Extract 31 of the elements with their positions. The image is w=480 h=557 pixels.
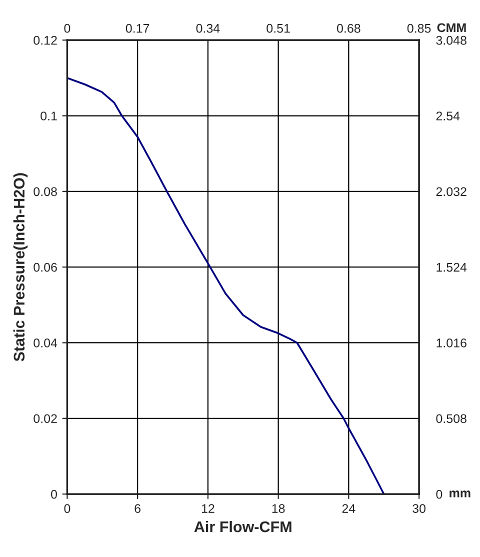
- y-tick-label: 0.06: [34, 262, 57, 272]
- y2-tick-label: 1.524: [436, 262, 467, 272]
- y-tick-label: 0.08: [34, 187, 57, 196]
- y-tick-label: 0.1: [40, 112, 57, 120]
- x2-tick-label: 0.68: [336, 24, 360, 33]
- y2-axis-title: mm: [450, 490, 470, 498]
- x-axis-title: Air Flow-CFM: [194, 520, 292, 532]
- x-tick-label: 30: [412, 504, 426, 513]
- y2-tick-label: 2.54: [436, 112, 460, 120]
- x-tick-label: 18: [272, 504, 285, 513]
- line-series: [67, 77, 385, 494]
- y2-tick-label: 0.508: [436, 414, 466, 424]
- y2-tick-label: 0: [436, 490, 442, 499]
- x-tick-label: 12: [202, 504, 214, 513]
- x-tick-label: 6: [134, 504, 140, 513]
- y2-tick-label: 1.016: [436, 338, 466, 348]
- x2-tick-label: 0.34: [196, 24, 220, 33]
- x-tick-label: 0: [64, 504, 70, 513]
- y-tick-label: 0.02: [34, 414, 57, 424]
- x2-tick-label: 0: [64, 24, 70, 33]
- y-axis-title: Static Pressure(Inch-H2O): [13, 173, 28, 362]
- y2-tick-label: 3.048: [436, 36, 466, 45]
- x2-tick-label: 0.51: [266, 24, 290, 33]
- y-tick-label: 0.12: [34, 36, 57, 45]
- y-tick-label: 0.04: [34, 338, 58, 348]
- x-tick-label: 24: [342, 504, 356, 513]
- x2-tick-label: 0.85: [407, 24, 431, 33]
- y-tick-label: 0: [51, 490, 57, 499]
- x2-axis-title: CMM: [437, 23, 466, 32]
- y2-tick-label: 2.032: [436, 187, 466, 196]
- x2-tick-label: 0.17: [126, 24, 150, 33]
